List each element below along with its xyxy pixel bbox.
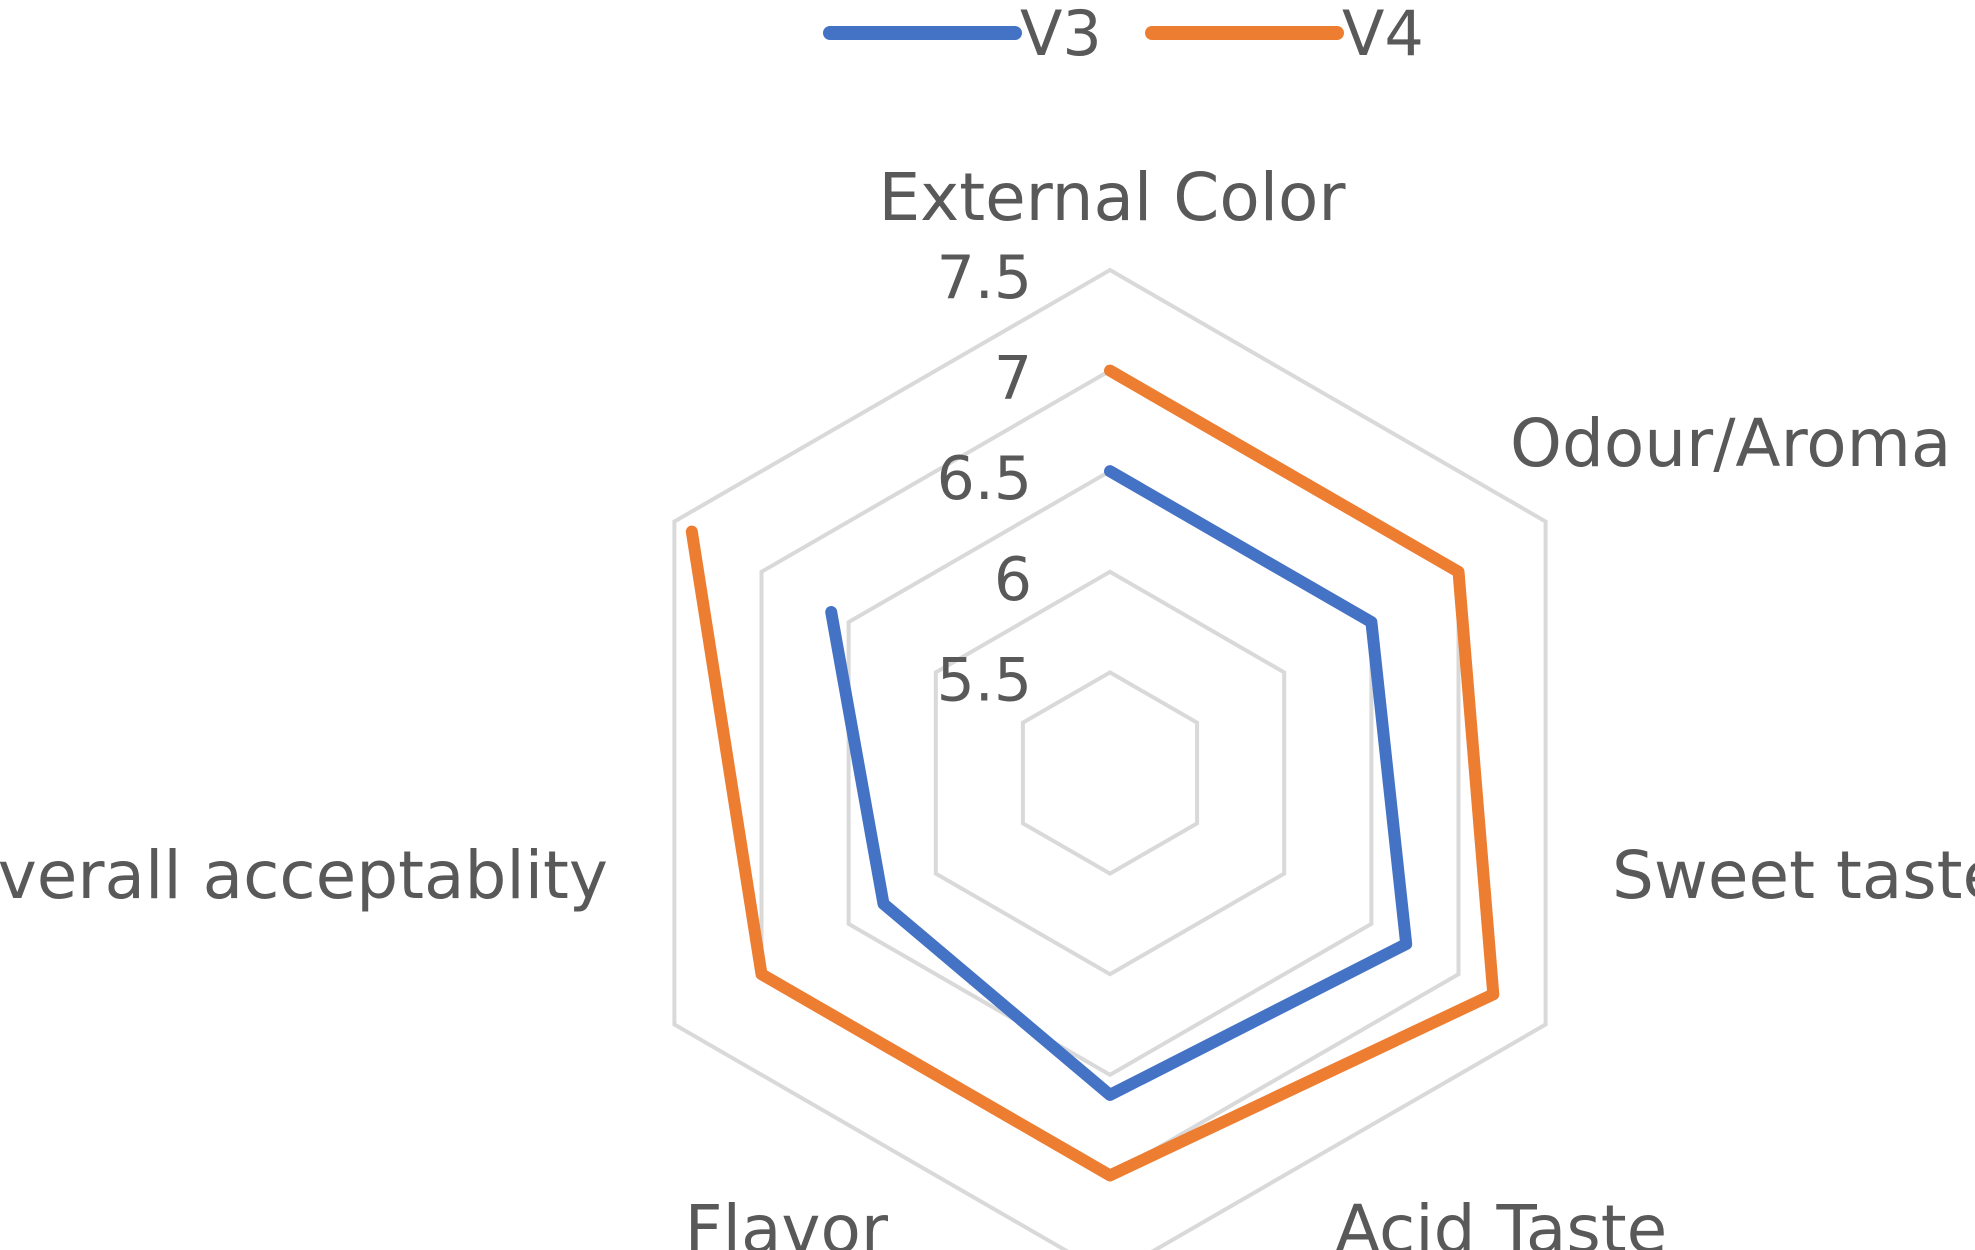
legend: V3 V4 [823,0,1424,70]
series-line-v4 [685,364,1500,1182]
category-label: Acid Taste [1335,1191,1667,1250]
tick-label: 6 [994,545,1032,615]
grid-ring-2 [846,468,1374,1078]
category-label: Sweet taste [1612,837,1975,914]
tick-label: 7 [994,344,1032,414]
radial-tick-labels: 5.5 6 6.5 7 7.5 [937,243,1032,715]
grid-ring-4 [672,267,1548,1250]
radar-series [685,364,1500,1182]
category-label: Flavor [685,1191,889,1250]
radar-grid [672,267,1548,1250]
category-label: Odour/Aroma [1510,405,1951,482]
series-line-v3 [825,465,1413,1101]
grid-ring-1 [933,569,1287,977]
tick-label: 7.5 [937,243,1032,313]
tick-label: 6.5 [937,444,1032,514]
category-label: External Color [878,159,1346,236]
legend-label-v4: V4 [1342,0,1424,70]
category-label: Overall acceptablity [0,837,608,914]
tick-label: 5.5 [937,645,1032,715]
legend-label-v3: V3 [1020,0,1102,70]
grid-ring-0 [1020,670,1200,876]
category-labels: External Color Odour/Aroma Sweet taste Acid… [0,159,1975,1250]
